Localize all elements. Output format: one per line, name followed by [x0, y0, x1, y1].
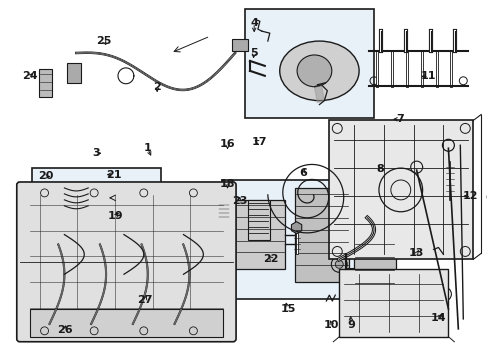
- Text: 9: 9: [346, 320, 354, 330]
- Text: 1: 1: [143, 143, 151, 153]
- Bar: [218, 205, 230, 221]
- Bar: [235, 200, 284, 269]
- Text: 3: 3: [93, 148, 100, 158]
- Text: 19: 19: [108, 211, 123, 221]
- Text: 12: 12: [462, 191, 477, 201]
- Polygon shape: [314, 85, 324, 103]
- Text: 8: 8: [376, 164, 384, 174]
- Text: 17: 17: [251, 138, 266, 148]
- Bar: [32, 168, 161, 228]
- Text: 7: 7: [395, 114, 403, 124]
- Text: 23: 23: [231, 197, 247, 206]
- Bar: [294, 188, 348, 282]
- Text: 20: 20: [38, 171, 53, 181]
- Circle shape: [335, 260, 343, 268]
- Text: 11: 11: [420, 71, 436, 81]
- Polygon shape: [291, 222, 301, 234]
- Text: 5: 5: [250, 48, 258, 58]
- Bar: [232, 39, 247, 51]
- Text: 25: 25: [96, 36, 111, 46]
- Ellipse shape: [279, 41, 358, 100]
- Bar: [39, 69, 52, 96]
- Text: 26: 26: [57, 325, 73, 335]
- Bar: [244, 9, 373, 118]
- Text: 4: 4: [250, 18, 258, 28]
- Text: 22: 22: [263, 253, 278, 264]
- Bar: [328, 121, 472, 260]
- Text: 6: 6: [298, 168, 306, 178]
- Text: 21: 21: [105, 170, 121, 180]
- Bar: [222, 180, 360, 299]
- Bar: [339, 269, 447, 337]
- Bar: [247, 200, 269, 239]
- Text: 15: 15: [280, 303, 295, 314]
- Bar: [358, 217, 390, 235]
- Polygon shape: [218, 199, 228, 211]
- Text: 16: 16: [219, 139, 235, 149]
- FancyBboxPatch shape: [17, 182, 236, 342]
- Text: 14: 14: [430, 312, 446, 323]
- Text: 13: 13: [408, 248, 424, 258]
- Bar: [353, 235, 395, 299]
- Text: 27: 27: [137, 295, 152, 305]
- Ellipse shape: [297, 55, 331, 87]
- Bar: [30, 309, 223, 337]
- Text: 10: 10: [324, 320, 339, 330]
- Bar: [67, 63, 81, 83]
- Text: 18: 18: [219, 179, 235, 189]
- Text: 24: 24: [22, 71, 38, 81]
- Text: 2: 2: [153, 82, 161, 92]
